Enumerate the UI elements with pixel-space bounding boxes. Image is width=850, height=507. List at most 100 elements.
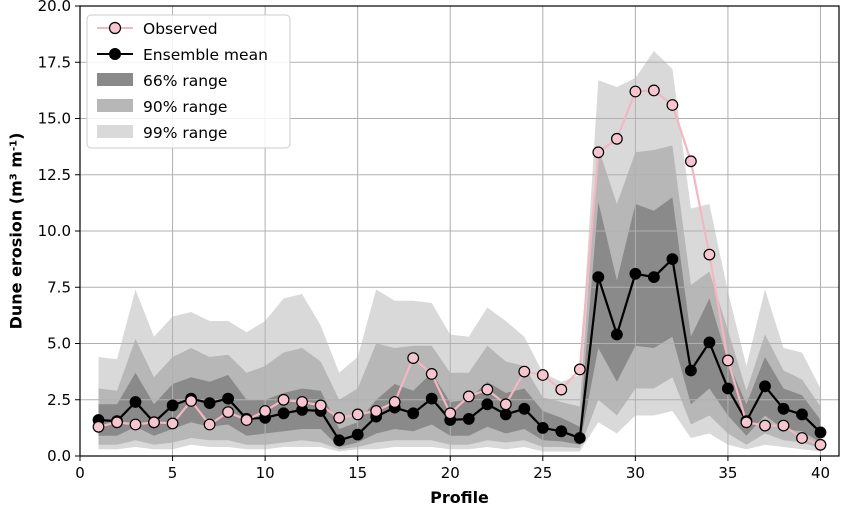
ensemble-mean-point <box>518 402 531 415</box>
observed-line <box>98 89 821 446</box>
x-axis-label: Profile <box>430 488 489 507</box>
ensemble-mean-point <box>629 267 642 280</box>
observed-point <box>240 414 253 426</box>
y-tick-label: 12.5 <box>38 166 71 184</box>
legend-90-swatch <box>97 99 133 112</box>
ensemble-mean-point <box>685 364 697 377</box>
observed-point <box>333 411 346 424</box>
observed-point <box>111 416 123 429</box>
observed-point <box>129 418 142 431</box>
ensemble-mean-point <box>722 382 734 395</box>
observed-point <box>666 99 679 111</box>
ensemble-mean-point <box>481 398 494 411</box>
y-tick-label: 0.0 <box>47 447 71 465</box>
ensemble-mean-point <box>222 392 235 405</box>
observed-point <box>407 352 420 365</box>
ensemble-mean-point <box>666 253 679 266</box>
ensemble-mean-point <box>573 432 586 444</box>
x-tick-label: 35 <box>718 464 737 482</box>
legend-66-swatch <box>97 73 133 86</box>
legend-99-swatch <box>97 125 133 138</box>
observed-point <box>777 419 790 432</box>
ensemble-mean-point <box>333 434 346 447</box>
observed-point <box>759 419 771 432</box>
x-tick-label: 30 <box>626 464 645 482</box>
x-tick-label: 40 <box>811 464 830 482</box>
observed-point <box>92 420 105 433</box>
observed-point <box>166 417 179 430</box>
observed-point <box>370 405 383 417</box>
observed-point <box>703 248 716 261</box>
legend-label-99: 99% range <box>143 124 227 142</box>
ensemble-mean-line <box>98 256 822 442</box>
y-tick-label: 17.5 <box>38 53 71 71</box>
x-tick-label: 25 <box>533 464 552 482</box>
ensemble-mean-point <box>796 408 808 421</box>
observed-point <box>259 405 272 417</box>
legend-box <box>86 14 291 149</box>
observed-point <box>648 84 660 97</box>
observed-point <box>314 399 327 412</box>
observed-point <box>222 406 235 419</box>
observed-point <box>722 354 734 367</box>
observed-point <box>296 396 309 408</box>
y-axis-label-sup2: -1 <box>8 140 19 151</box>
ensemble-mean-point <box>611 328 623 341</box>
legend-observed-marker <box>108 21 122 35</box>
ensemble-mean-point <box>425 392 438 405</box>
ensemble-mean-point <box>592 271 605 284</box>
ensemble-mean-point <box>777 402 790 415</box>
y-axis-label-mid: m <box>7 151 26 173</box>
legend-mean-marker <box>109 48 121 60</box>
observed-point <box>444 407 457 420</box>
ensemble-mean-point <box>499 408 512 421</box>
y-axis-label-end: ) <box>7 133 26 140</box>
ensemble-mean-point <box>203 397 216 410</box>
y-tick-label: 5.0 <box>47 335 71 353</box>
series-lines <box>98 89 822 446</box>
observed-point <box>148 416 160 429</box>
legend-label-66: 66% range <box>143 72 227 90</box>
observed-point <box>425 368 438 380</box>
ensemble-mean-point <box>536 422 549 434</box>
ensemble-mean-point <box>703 336 716 349</box>
observed-point <box>536 369 549 381</box>
legend-label-observed: Observed <box>143 20 218 38</box>
observed-point <box>796 432 808 444</box>
observed-point <box>499 398 512 411</box>
observed-point <box>629 85 642 98</box>
y-axis-ticks: 0.0 2.5 5.0 7.5 10.0 12.5 15.0 17.5 20.0 <box>38 0 80 465</box>
legend-label-mean: Ensemble mean <box>143 46 268 64</box>
y-tick-label: 7.5 <box>47 278 71 296</box>
x-tick-label: 0 <box>75 464 85 482</box>
ensemble-mean-point <box>351 428 364 441</box>
observed-point <box>388 396 401 408</box>
legend-label-90: 90% range <box>143 98 227 116</box>
y-axis-label-sup1: 3 <box>8 173 19 180</box>
observed-point <box>481 383 494 396</box>
ensemble-mean-point <box>462 413 475 425</box>
y-tick-label: 10.0 <box>38 222 71 240</box>
observed-point <box>203 418 216 431</box>
uncertainty-bands <box>98 51 821 452</box>
ensemble-mean-point <box>277 407 290 420</box>
y-axis-label: Dune erosion (m3 m-1) <box>7 133 26 330</box>
observed-point <box>462 390 475 403</box>
x-tick-label: 15 <box>348 464 367 482</box>
observed-point <box>518 365 531 378</box>
ensemble-mean-point <box>648 271 660 284</box>
observed-point <box>277 393 290 406</box>
legend: Observed Ensemble mean 66% range 90% ran… <box>86 14 291 149</box>
y-tick-label: 2.5 <box>47 391 71 409</box>
ensemble-mean-point <box>555 425 568 438</box>
x-tick-label: 5 <box>168 464 178 482</box>
ensemble-mean-point <box>166 399 179 412</box>
y-tick-label: 20.0 <box>38 0 71 15</box>
ensemble-mean-point <box>407 407 420 420</box>
observed-point <box>573 363 586 376</box>
x-axis-ticks: 0 5 10 15 20 25 30 35 40 <box>75 456 830 482</box>
x-tick-label: 20 <box>441 464 460 482</box>
x-tick-label: 10 <box>256 464 275 482</box>
observed-point <box>814 438 827 451</box>
